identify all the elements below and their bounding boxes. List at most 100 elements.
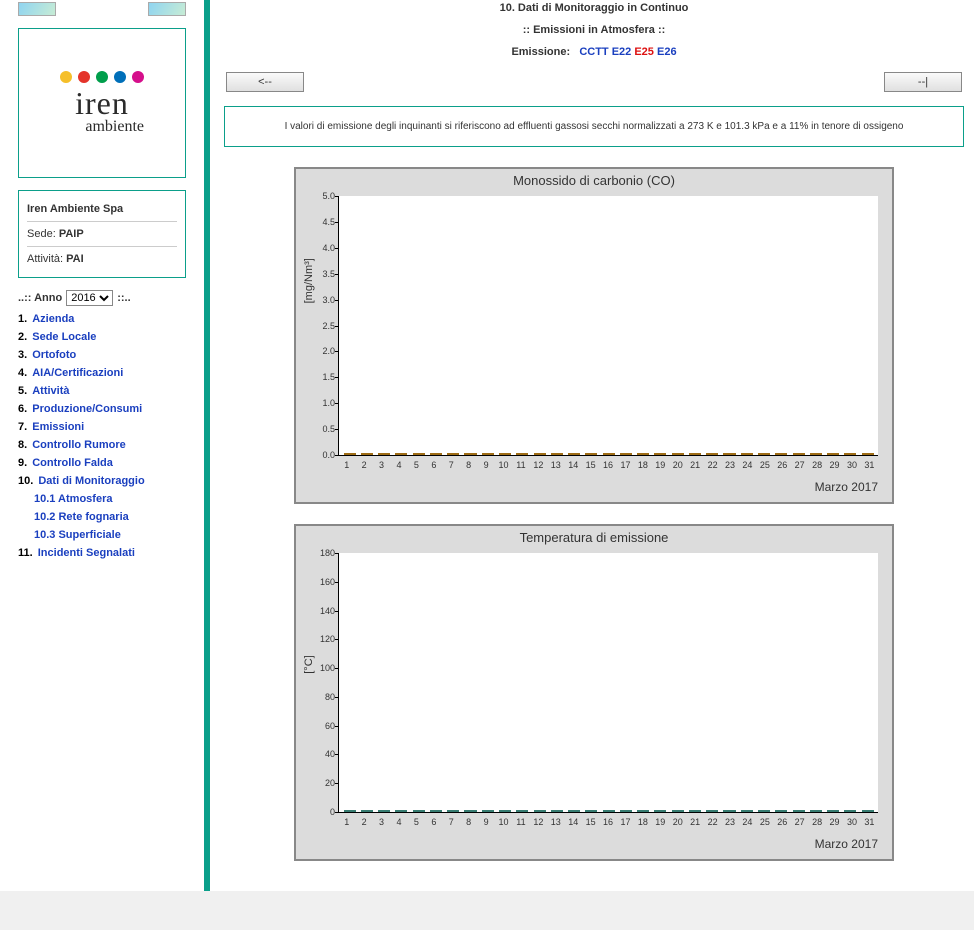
nav-item[interactable]: 3. Ortofoto	[18, 346, 204, 364]
chart-bar-col	[496, 453, 513, 455]
nav-item[interactable]: 9. Controllo Falda	[18, 454, 204, 472]
logo-box: iren ambiente	[18, 28, 186, 178]
nav-item-label: Azienda	[32, 313, 74, 325]
chart-bar	[810, 810, 822, 812]
chart-bar	[775, 453, 787, 455]
chart-ytick: 140	[309, 606, 335, 616]
nav-item[interactable]: 8. Controllo Rumore	[18, 436, 204, 454]
chart-bar-col	[617, 453, 634, 455]
chart-bar-col	[859, 453, 876, 455]
chart-xtick: 4	[390, 817, 407, 827]
year-suffix: ::..	[117, 292, 130, 304]
chart-bar-col	[410, 453, 427, 455]
attivita-label: Attività:	[27, 253, 63, 265]
chart-xtick: 5	[408, 817, 425, 827]
chart-bar-col	[393, 810, 410, 812]
chart-bar	[723, 810, 735, 812]
chart-bar	[758, 810, 770, 812]
chart-title: Monossido di carbonio (CO)	[296, 169, 892, 190]
chart-bar	[706, 810, 718, 812]
chart-bar-col	[704, 810, 721, 812]
chart-xtick: 6	[425, 460, 442, 470]
chart-bar	[378, 453, 390, 455]
chart-ytick: 0.0	[309, 450, 335, 460]
emission-link[interactable]: E25	[634, 46, 654, 58]
chart-ytick: 3.5	[309, 269, 335, 279]
chart-xtick: 31	[861, 460, 878, 470]
nav-item[interactable]: 6. Produzione/Consumi	[18, 400, 204, 418]
nav-item[interactable]: 5. Attività	[18, 382, 204, 400]
logo-text-2: ambiente	[60, 118, 144, 136]
chart-xtick: 7	[443, 460, 460, 470]
chart-bar-col	[721, 453, 738, 455]
chart-bar	[551, 810, 563, 812]
chart-xtick: 12	[530, 817, 547, 827]
chart-bar	[378, 810, 390, 812]
chart-xtick: 14	[564, 460, 581, 470]
nav-item-label: 10.2 Rete fognaria	[34, 511, 129, 523]
chart-xtick: 28	[808, 460, 825, 470]
nav-item[interactable]: 1. Azienda	[18, 310, 204, 328]
chart-bar-col	[548, 810, 565, 812]
company-name: Iren Ambiente Spa	[27, 197, 177, 221]
thumb-2[interactable]	[148, 2, 186, 16]
chart-bar	[689, 810, 701, 812]
chart-bar-col	[738, 453, 755, 455]
chart-bar	[827, 810, 839, 812]
chart-xtick: 31	[861, 817, 878, 827]
chart-bar-col	[358, 810, 375, 812]
nav-item[interactable]: 7. Emissioni	[18, 418, 204, 436]
emission-link[interactable]: E26	[657, 46, 677, 58]
chart-bar	[534, 810, 546, 812]
chart-xtick: 19	[652, 460, 669, 470]
chart-xtick: 1	[338, 817, 355, 827]
chart-bar	[395, 810, 407, 812]
chart-xtick: 7	[443, 817, 460, 827]
chart-xtick: 24	[739, 817, 756, 827]
nav-item[interactable]: 10.2 Rete fognaria	[18, 508, 204, 526]
nav-item[interactable]: 11. Incidenti Segnalati	[18, 544, 204, 562]
sede-row: Sede: PAIP	[27, 221, 177, 246]
logo-dot	[78, 71, 90, 83]
chart-bar	[637, 453, 649, 455]
nav-item[interactable]: 4. AIA/Certificazioni	[18, 364, 204, 382]
nav-item[interactable]: 10.3 Superficiale	[18, 526, 204, 544]
chart-bar	[585, 810, 597, 812]
chart-xtick: 10	[495, 460, 512, 470]
chart-bar	[793, 810, 805, 812]
chart-ytick: 5.0	[309, 191, 335, 201]
prev-button[interactable]: <--	[226, 72, 304, 92]
chart-bar-col	[635, 810, 652, 812]
nav-item-label: Controllo Rumore	[32, 439, 126, 451]
chart-ytick: 2.5	[309, 321, 335, 331]
chart-bar	[793, 453, 805, 455]
year-select[interactable]: 2016	[66, 290, 113, 306]
emission-label: Emissione:	[511, 46, 570, 58]
chart-xtick: 2	[355, 460, 372, 470]
chart-bar-col	[635, 453, 652, 455]
chart-bar-col	[462, 453, 479, 455]
chart-xtick: 23	[721, 460, 738, 470]
chart-xtick: 4	[390, 460, 407, 470]
next-button[interactable]: --|	[884, 72, 962, 92]
nav-item[interactable]: 10. Dati di Monitoraggio	[18, 472, 204, 490]
nav-item[interactable]: 10.1 Atmosfera	[18, 490, 204, 508]
nav-item[interactable]: 2. Sede Locale	[18, 328, 204, 346]
thumb-1[interactable]	[18, 2, 56, 16]
chart-xtick: 9	[477, 817, 494, 827]
sidebar: iren ambiente Iren Ambiente Spa Sede: PA…	[0, 0, 210, 891]
chart-bar	[361, 810, 373, 812]
nav-item-num: 6.	[18, 403, 30, 415]
chart-month-label: Marzo 2017	[296, 827, 892, 859]
emission-link[interactable]: E22	[612, 46, 632, 58]
chart-bar-col	[773, 810, 790, 812]
nav-item-label: 10.1 Atmosfera	[34, 493, 112, 505]
emission-link[interactable]: CCTT	[579, 46, 608, 58]
chart-bar	[499, 453, 511, 455]
chart-title: Temperatura di emissione	[296, 526, 892, 547]
chart-co: Monossido di carbonio (CO)[mg/Nm³]0.00.5…	[294, 167, 894, 504]
chart-bar	[775, 810, 787, 812]
nav-item-num: 2.	[18, 331, 30, 343]
chart-bar	[603, 810, 615, 812]
chart-bar	[430, 453, 442, 455]
